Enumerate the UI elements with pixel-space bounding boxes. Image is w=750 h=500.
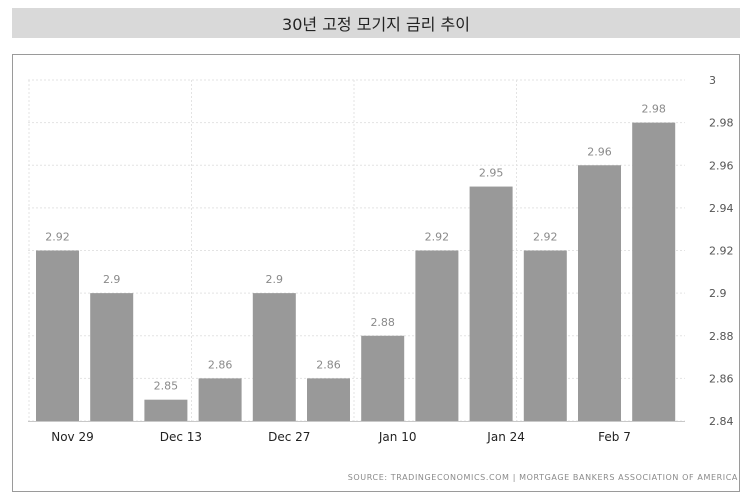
value-labels: 2.92 2.9 2.85 2.86 2.9 2.86 2.88 2.92 2.95 2.92 2.… [45, 103, 666, 393]
bars [36, 122, 676, 421]
x-tick-label: Dec 13 [160, 430, 202, 444]
y-tick-label: 2.84 [709, 415, 734, 428]
x-tick-label: Nov 29 [51, 430, 94, 444]
x-axis-ticks: Nov 29 Dec 13 Dec 27 Jan 10 Jan 24 Feb 7 [51, 430, 631, 444]
bar [144, 399, 188, 421]
bar [469, 186, 513, 421]
bar-value-label: 2.98 [641, 103, 666, 116]
source-note: SOURCE: TRADINGECONOMICS.COM | MORTGAGE … [348, 473, 738, 482]
bar-value-label: 2.9 [103, 273, 121, 286]
bar-value-label: 2.92 [533, 231, 558, 244]
grid-lines [28, 79, 685, 422]
y-tick-label: 3 [709, 74, 716, 87]
y-tick-label: 2.92 [709, 245, 734, 258]
bar-value-label: 2.86 [208, 358, 233, 371]
bar [578, 165, 621, 421]
y-axis-ticks: 2.84 2.86 2.88 2.9 2.92 2.94 2.96 2.98 3 [709, 74, 734, 428]
bar [523, 250, 567, 421]
y-tick-label: 2.96 [709, 159, 734, 172]
bar [36, 250, 79, 421]
bar [632, 122, 676, 421]
bar [90, 293, 134, 421]
bar-value-label: 2.86 [316, 358, 341, 371]
bar [361, 335, 405, 421]
bar-value-label: 2.88 [370, 316, 395, 329]
chart-title: 30년 고정 모기지 금리 추이 [12, 8, 740, 38]
y-tick-label: 2.88 [709, 330, 734, 343]
bar-value-label: 2.95 [479, 167, 504, 180]
bar [198, 378, 242, 421]
bar-value-label: 2.9 [266, 273, 284, 286]
bar-value-label: 2.85 [154, 380, 179, 393]
y-tick-label: 2.86 [709, 372, 734, 385]
y-tick-label: 2.9 [709, 287, 727, 300]
x-tick-label: Dec 27 [268, 430, 310, 444]
bar-value-label: 2.96 [587, 145, 612, 158]
y-tick-label: 2.98 [709, 117, 734, 130]
bar [307, 378, 350, 421]
x-tick-label: Feb 7 [598, 430, 631, 444]
y-tick-label: 2.94 [709, 202, 734, 215]
bar [415, 250, 459, 421]
bar-value-label: 2.92 [45, 231, 70, 244]
bar-value-label: 2.92 [425, 231, 450, 244]
x-tick-label: Jan 24 [486, 430, 525, 444]
bar [252, 293, 296, 421]
x-tick-label: Jan 10 [378, 430, 417, 444]
